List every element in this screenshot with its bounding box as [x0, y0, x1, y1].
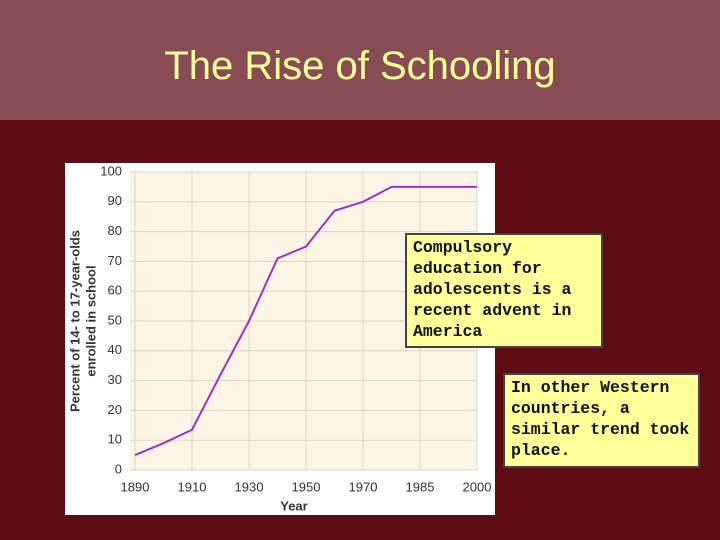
title-bar: [0, 0, 720, 120]
y-tick-label: 20: [108, 402, 122, 417]
y-axis-label: enrolled in school: [83, 265, 98, 376]
y-tick-label: 10: [108, 432, 122, 447]
y-tick-label: 60: [108, 283, 122, 298]
x-tick-label: 1985: [406, 479, 435, 494]
x-tick-label: 1970: [349, 479, 378, 494]
x-tick-label: 1950: [292, 479, 321, 494]
callout: In other Western countries, a similar tr…: [503, 373, 700, 468]
x-tick-label: 1910: [178, 479, 207, 494]
x-tick-label: 2000: [463, 479, 492, 494]
y-tick-label: 40: [108, 342, 122, 357]
callout: Compulsory education for adolescents is …: [405, 233, 603, 348]
y-tick-label: 100: [100, 163, 122, 178]
y-tick-label: 90: [108, 193, 122, 208]
y-tick-label: 30: [108, 372, 122, 387]
y-axis-label: Percent of 14- to 17-year-olds: [67, 230, 82, 412]
x-axis-label: Year: [280, 498, 307, 513]
y-tick-label: 50: [108, 312, 122, 327]
data-line: [134, 185, 477, 457]
y-tick-label: 70: [108, 253, 122, 268]
slide-title: The Rise of Schooling: [164, 44, 556, 88]
y-tick-label: 0: [115, 461, 122, 476]
x-tick-label: 1930: [235, 479, 264, 494]
y-tick-label: 80: [108, 223, 122, 238]
x-tick-label: 1890: [121, 479, 150, 494]
